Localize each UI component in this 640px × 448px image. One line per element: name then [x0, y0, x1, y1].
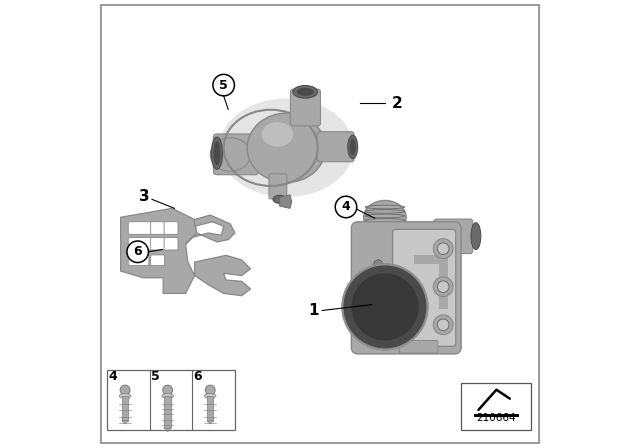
Text: 210664: 210664	[476, 413, 516, 423]
Polygon shape	[121, 208, 197, 293]
FancyBboxPatch shape	[213, 134, 259, 175]
Circle shape	[342, 264, 428, 349]
Ellipse shape	[348, 135, 358, 159]
Circle shape	[437, 281, 449, 293]
Bar	[461, 383, 531, 430]
FancyBboxPatch shape	[150, 237, 164, 250]
Circle shape	[335, 196, 356, 218]
Circle shape	[351, 273, 419, 340]
Ellipse shape	[448, 222, 475, 253]
Ellipse shape	[205, 385, 215, 395]
Bar	[474, 414, 519, 417]
Polygon shape	[186, 215, 235, 244]
Ellipse shape	[204, 394, 216, 398]
Ellipse shape	[119, 394, 131, 398]
Polygon shape	[195, 255, 251, 296]
Ellipse shape	[213, 141, 221, 166]
Circle shape	[433, 277, 453, 297]
FancyBboxPatch shape	[269, 174, 287, 199]
Text: 4: 4	[342, 200, 350, 214]
Bar	[122, 396, 128, 421]
Bar	[207, 396, 213, 421]
Ellipse shape	[273, 195, 287, 203]
Ellipse shape	[247, 113, 326, 182]
Circle shape	[433, 315, 453, 335]
FancyBboxPatch shape	[392, 229, 456, 346]
Ellipse shape	[293, 86, 317, 98]
FancyBboxPatch shape	[317, 132, 354, 162]
Ellipse shape	[211, 137, 223, 169]
Circle shape	[374, 260, 383, 269]
Ellipse shape	[297, 88, 314, 96]
FancyBboxPatch shape	[351, 222, 461, 354]
Polygon shape	[414, 255, 448, 309]
Text: 1: 1	[308, 303, 319, 318]
FancyBboxPatch shape	[399, 340, 438, 353]
Text: 5: 5	[150, 370, 159, 383]
Ellipse shape	[120, 385, 130, 395]
Text: 6: 6	[193, 370, 202, 383]
Text: 6: 6	[133, 245, 142, 258]
FancyBboxPatch shape	[150, 222, 164, 234]
Text: 5: 5	[220, 78, 228, 92]
Ellipse shape	[364, 201, 406, 234]
Ellipse shape	[163, 385, 173, 395]
Ellipse shape	[220, 99, 354, 197]
FancyBboxPatch shape	[291, 89, 321, 126]
Ellipse shape	[262, 122, 293, 147]
Polygon shape	[122, 421, 128, 424]
Text: 4: 4	[108, 370, 117, 383]
Circle shape	[213, 74, 234, 96]
Bar	[164, 396, 171, 428]
FancyBboxPatch shape	[128, 255, 149, 266]
Polygon shape	[207, 421, 213, 424]
Text: 2: 2	[392, 95, 403, 111]
FancyBboxPatch shape	[128, 237, 154, 250]
Circle shape	[127, 241, 148, 263]
Ellipse shape	[211, 138, 251, 172]
FancyBboxPatch shape	[150, 255, 164, 266]
Bar	[108, 370, 235, 430]
Circle shape	[374, 323, 383, 332]
Ellipse shape	[349, 138, 356, 155]
Ellipse shape	[471, 223, 481, 250]
Circle shape	[437, 243, 449, 254]
Polygon shape	[280, 195, 292, 208]
Ellipse shape	[162, 394, 173, 398]
FancyBboxPatch shape	[164, 237, 178, 250]
Polygon shape	[164, 428, 171, 432]
Text: 3: 3	[139, 189, 150, 204]
FancyBboxPatch shape	[164, 222, 178, 234]
Circle shape	[433, 239, 453, 258]
Circle shape	[437, 319, 449, 331]
Circle shape	[374, 296, 383, 305]
FancyBboxPatch shape	[434, 219, 473, 254]
FancyBboxPatch shape	[128, 222, 154, 234]
